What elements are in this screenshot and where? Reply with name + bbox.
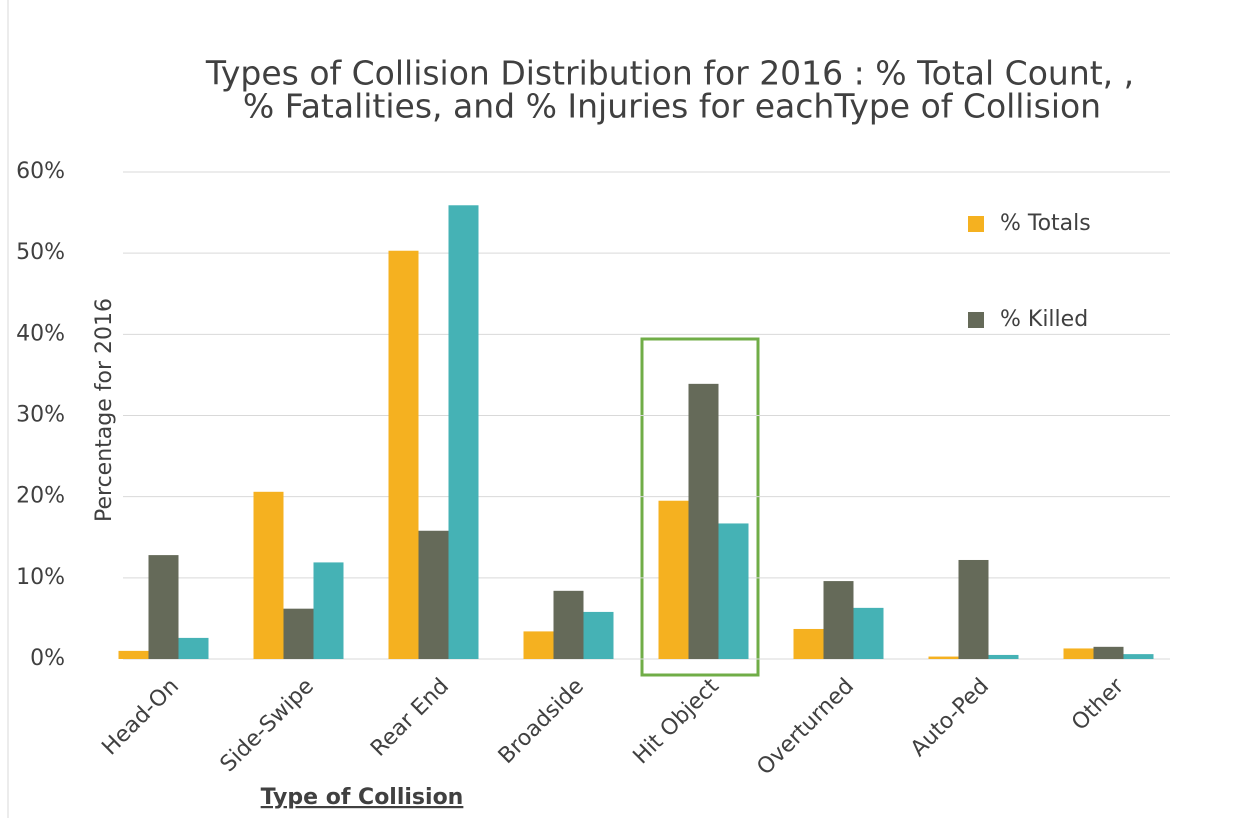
y-tick-label: 40% — [16, 321, 65, 346]
bar — [313, 562, 344, 659]
x-tick-label: Overturned — [752, 674, 858, 780]
highlight-box — [640, 337, 760, 677]
chart-title: Types of Collision Distribution for 2016… — [205, 54, 1134, 93]
bar — [553, 590, 584, 659]
bar — [118, 650, 149, 659]
x-axis-label: Type of Collision — [261, 785, 464, 810]
legend-label: % Totals — [1000, 211, 1091, 236]
bar — [583, 611, 614, 659]
bar — [988, 654, 1019, 659]
bar — [823, 581, 854, 659]
bar — [688, 383, 719, 659]
y-tick-label: 50% — [16, 240, 65, 265]
y-tick-label: 60% — [16, 159, 65, 184]
y-tick-label: 30% — [16, 403, 65, 428]
x-tick-label: Broadside — [494, 674, 589, 769]
x-tick-label: Other — [1067, 673, 1130, 736]
bar — [283, 608, 314, 659]
bar — [928, 656, 959, 659]
bar — [253, 491, 284, 659]
bar — [853, 607, 884, 659]
bar — [658, 500, 689, 659]
bar — [418, 530, 449, 659]
legend-label: % Killed — [1000, 307, 1088, 332]
y-axis-label: Percentage for 2016 — [92, 298, 117, 522]
bar — [958, 559, 989, 659]
bar — [148, 555, 179, 659]
y-tick-label: 0% — [30, 646, 65, 671]
bar — [1093, 646, 1124, 659]
bar — [388, 250, 419, 659]
y-tick-label: 10% — [16, 565, 65, 590]
x-tick-label: Rear End — [366, 674, 454, 762]
bar — [448, 205, 479, 660]
bar — [523, 631, 554, 659]
x-tick-label: Hit Object — [629, 674, 725, 770]
bar — [178, 637, 209, 659]
x-tick-label: Head-On — [97, 674, 184, 761]
chart-title: % Fatalities, and % Injuries for eachTyp… — [243, 87, 1101, 126]
x-tick-label: Side-Swipe — [216, 674, 319, 777]
legend-swatch — [968, 216, 984, 232]
bar — [793, 628, 824, 659]
legend-swatch — [968, 312, 984, 328]
x-tick-label: Auto-Ped — [906, 674, 994, 762]
bar — [1063, 648, 1094, 659]
y-tick-label: 20% — [16, 484, 65, 509]
bar — [1123, 654, 1154, 659]
bar — [718, 523, 749, 659]
